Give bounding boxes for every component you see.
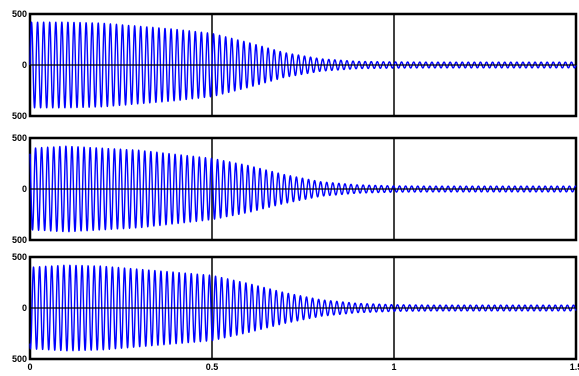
x-tick-label: 0.5 [206,362,219,372]
y-tick-label: 500 [12,354,27,364]
x-tick-label: 0 [27,362,32,372]
y-tick-label: 0 [22,60,27,70]
waveform-line [29,264,577,352]
x-tick-label: 1.5 [570,362,579,372]
y-tick-label: 500 [12,252,27,262]
y-tick-label: 0 [22,303,27,313]
y-tick-label: 500 [12,133,27,143]
x-tick-label: 1 [391,362,396,372]
scope-panel-1: 500 0 500 [12,9,578,121]
y-tick-label: 500 [12,9,27,19]
y-tick-label: 500 [12,111,27,121]
y-tick-label: 0 [22,184,27,194]
waveform-line [29,145,577,233]
scope-panel-2: 500 0 500 [12,133,578,245]
y-tick-label: 500 [12,235,27,245]
